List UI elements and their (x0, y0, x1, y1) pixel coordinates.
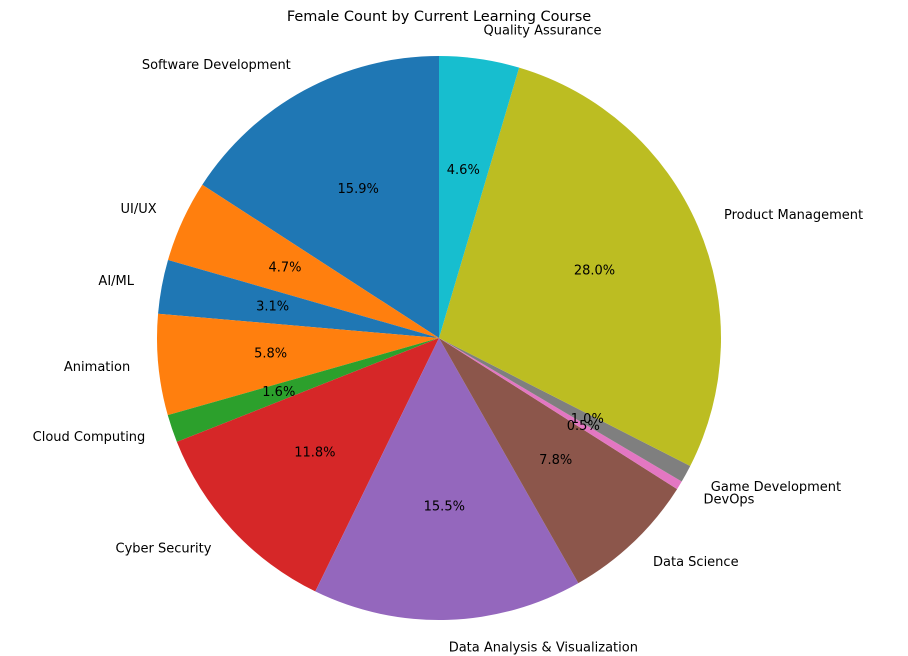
slice-label-quality-assurance: Quality Assurance (484, 24, 602, 39)
slice-label-product-management: Product Management (724, 208, 863, 223)
slice-percent-cloud-computing: 1.6% (262, 385, 295, 400)
slice-label-animation: Animation (64, 360, 130, 375)
slice-label-cloud-computing: Cloud Computing (33, 430, 146, 445)
pie-labels: Software Development 15.9% UI/UX 4.7% AI/ML 3… (33, 24, 863, 656)
slice-label-devops: DevOps (704, 493, 755, 508)
pie-slice-game-development (439, 338, 691, 482)
slice-label-data-science: Data Science (653, 555, 739, 570)
slice-label-data-analysis-visualization: Data Analysis & Visualization (449, 641, 638, 656)
slice-label-ai-ml: AI/ML (98, 274, 134, 289)
pie-slice-ai-ml (158, 259, 440, 338)
pie-slice-software-development (202, 56, 439, 338)
pie-slice-ui-ux (168, 184, 439, 338)
slice-percent-ai-ml: 3.1% (256, 300, 289, 315)
pie-slice-data-analysis-visualization (315, 338, 579, 620)
slice-percent-software-development: 15.9% (338, 182, 379, 197)
slice-percent-data-science: 7.8% (539, 453, 572, 468)
slice-percent-product-management: 28.0% (574, 264, 615, 279)
slice-percent-animation: 5.8% (254, 347, 287, 362)
pie-slice-cloud-computing (167, 338, 439, 442)
pie-slice-devops (439, 338, 682, 490)
pie-slices (157, 56, 721, 620)
pie-slice-product-management (439, 67, 721, 467)
chart-title: Female Count by Current Learning Course (287, 9, 591, 25)
slice-percent-ui-ux: 4.7% (268, 260, 301, 275)
slice-label-software-development: Software Development (142, 58, 291, 73)
slice-percent-cyber-security: 11.8% (294, 446, 335, 461)
slice-percent-devops: 0.5% (567, 419, 600, 434)
slice-percent-data-analysis-visualization: 15.5% (424, 500, 465, 515)
pie-slice-animation (157, 313, 439, 416)
pie-slice-quality-assurance (439, 56, 520, 338)
slice-percent-game-development: 1.0% (571, 412, 604, 427)
slice-label-game-development: Game Development (711, 480, 841, 495)
slice-percent-quality-assurance: 4.6% (447, 163, 480, 178)
pie-slice-cyber-security (176, 338, 439, 592)
pie-slice-data-science (439, 338, 678, 584)
slice-label-ui-ux: UI/UX (121, 202, 157, 217)
slice-label-cyber-security: Cyber Security (116, 541, 212, 556)
